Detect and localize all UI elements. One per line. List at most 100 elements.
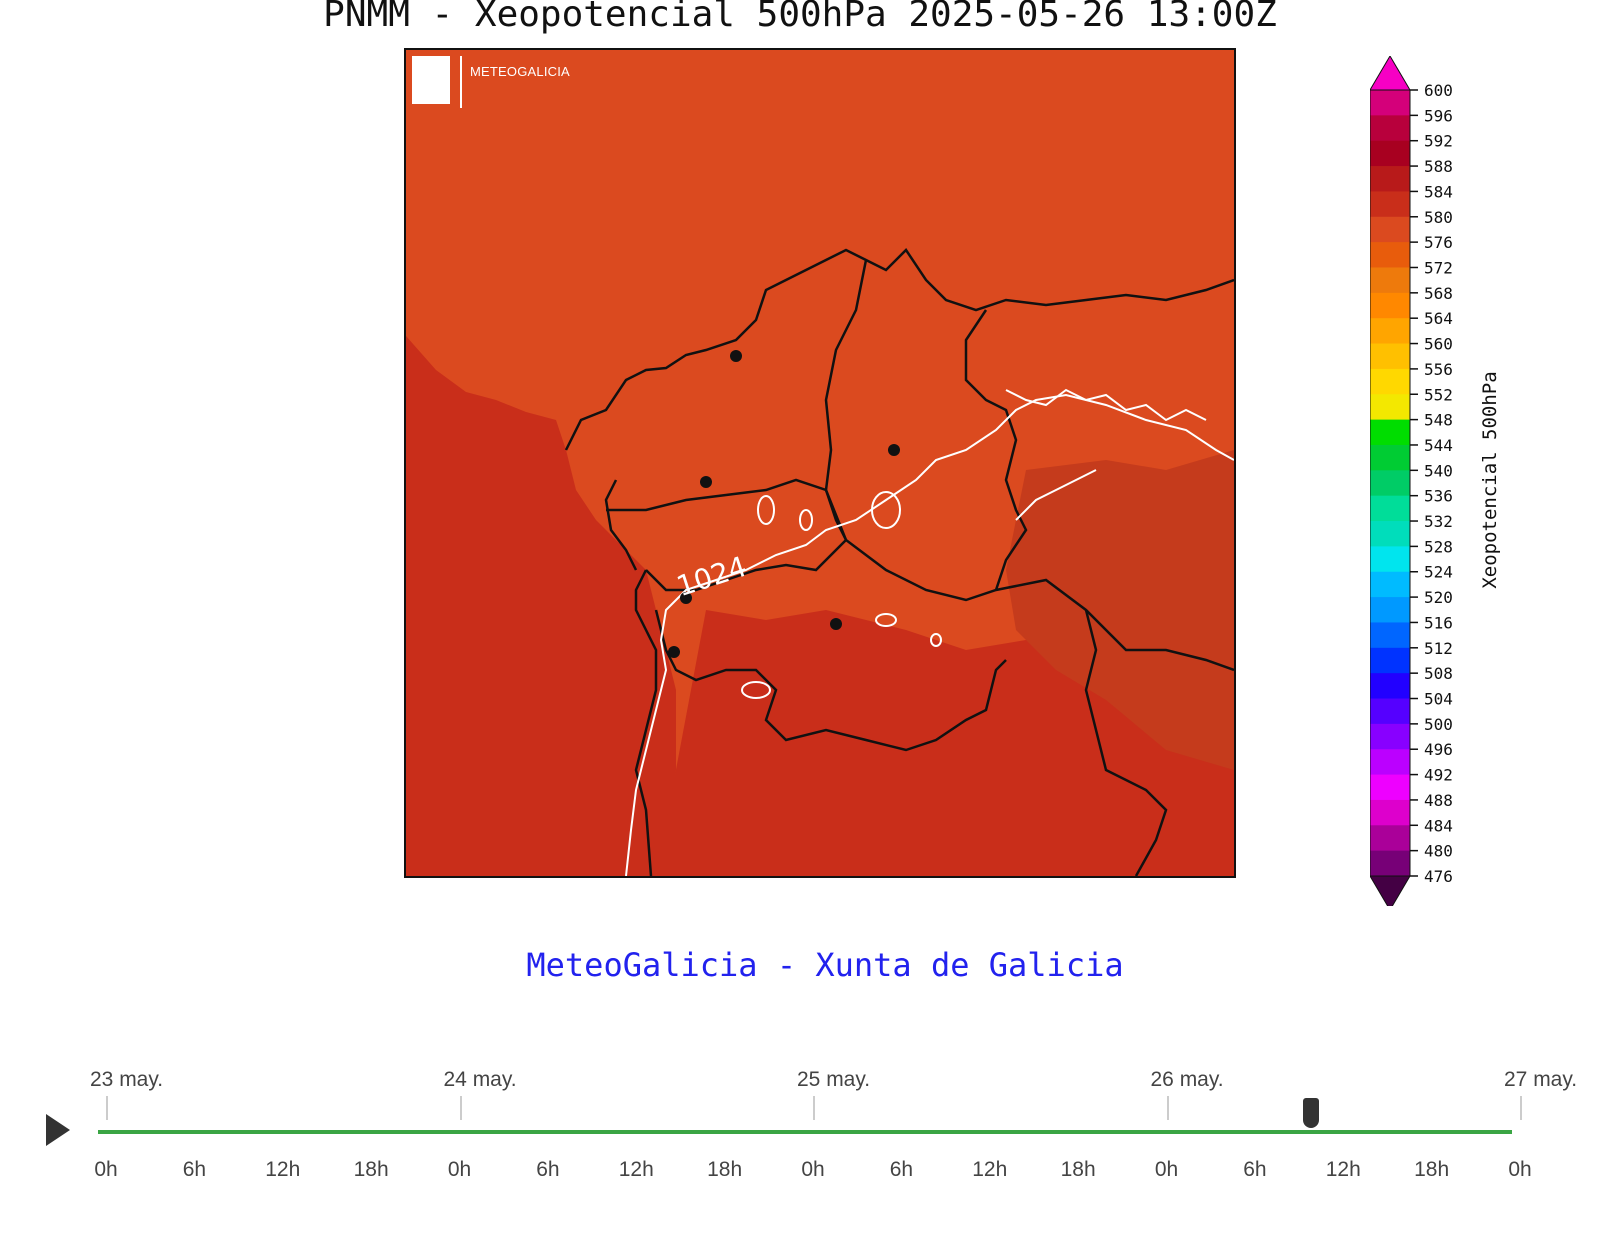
colorbar-swatch <box>1370 140 1410 167</box>
colorbar-tick-label: 588 <box>1424 157 1453 176</box>
colorbar-tick-label: 516 <box>1424 613 1453 632</box>
colorbar-tick-label: 568 <box>1424 284 1453 303</box>
colorbar-swatch <box>1370 90 1410 116</box>
timeline-hour-label: 12h <box>265 1158 301 1181</box>
colorbar-swatch <box>1370 647 1410 674</box>
colorbar-tick-label: 492 <box>1424 766 1453 785</box>
colorbar-swatch <box>1370 698 1410 725</box>
timeline-hour-label: 0h <box>447 1158 472 1181</box>
colorbar-swatch <box>1370 267 1410 294</box>
colorbar-tick-label: 564 <box>1424 309 1453 328</box>
logo-text: METEOGALICIA <box>470 64 570 79</box>
play-button[interactable] <box>46 1114 70 1146</box>
timeline-hour-label: 12h <box>972 1158 1008 1181</box>
colorbar-swatch <box>1370 470 1410 497</box>
colorbar-tick-label: 592 <box>1424 132 1453 151</box>
timeline-hour-label: 0h <box>1508 1158 1532 1181</box>
colorbar-tick-label: 524 <box>1424 563 1453 582</box>
colorbar-swatch <box>1370 673 1410 700</box>
colorbar-tick-label: 512 <box>1424 639 1453 658</box>
map-canvas <box>406 248 1234 876</box>
timeline-day-label: 24 may. <box>443 1068 517 1091</box>
timeline-day-label: 26 may. <box>1150 1068 1224 1091</box>
colorbar-swatch <box>1370 571 1410 598</box>
colorbar-tick-label: 584 <box>1424 182 1453 201</box>
colorbar-tick-label: 560 <box>1424 335 1453 354</box>
timeline-progress <box>98 1130 1512 1134</box>
colorbar-tick-label: 576 <box>1424 233 1453 252</box>
colorbar-tick-label: 480 <box>1424 842 1453 861</box>
colorbar-swatch <box>1370 216 1410 243</box>
colorbar-swatch <box>1370 799 1410 826</box>
colorbar-tick-label: 500 <box>1424 715 1453 734</box>
colorbar-swatch <box>1370 191 1410 218</box>
colorbar-tick-label: 476 <box>1424 867 1453 886</box>
colorbar-swatch <box>1370 521 1410 547</box>
colorbar-tick-label: 548 <box>1424 411 1453 430</box>
colorbar-swatch <box>1370 419 1410 446</box>
colorbar-swatch <box>1370 495 1410 522</box>
colorbar-swatch <box>1370 444 1410 471</box>
timeline-day-tick <box>1166 1096 1169 1120</box>
colorbar-swatch <box>1370 368 1410 395</box>
colorbar-tick-label: 556 <box>1424 360 1453 379</box>
colorbar-tick-label: 532 <box>1424 512 1453 531</box>
timeline-hour-label: 18h <box>1060 1158 1096 1181</box>
timeline-hour-label: 0h <box>1154 1158 1179 1181</box>
colorbar-swatch <box>1370 622 1410 649</box>
colorbar: 600 596 592 588 584 580 576 572 568 564 560 556 552 5… <box>1370 56 1453 906</box>
colorbar-swatch <box>1370 546 1410 573</box>
colorbar-tick-label: 552 <box>1424 385 1453 404</box>
colorbar-swatch <box>1370 242 1410 268</box>
colorbar-swatch <box>1370 318 1410 345</box>
timeline-hour-label: 12h <box>618 1158 654 1181</box>
colorbar-tick-label: 544 <box>1424 436 1453 455</box>
timeline-day-tick <box>459 1096 462 1120</box>
timeline-day-tick <box>1520 1096 1522 1120</box>
city-markers <box>668 350 900 658</box>
colorbar-tick-label: 600 <box>1424 81 1453 100</box>
map-title: PNMM - Xeopotencial 500hPa 2025-05-26 13… <box>323 0 1277 35</box>
colorbar-tick-label: 484 <box>1424 816 1453 835</box>
colorbar-swatch <box>1370 749 1410 776</box>
timeline-hour-label: 6h <box>182 1158 207 1181</box>
timeline-day-tick <box>106 1096 108 1120</box>
timeline-day-label: 27 may. <box>1504 1068 1578 1091</box>
timeline-handle[interactable] <box>1302 1098 1319 1128</box>
colorbar-tick-label: 504 <box>1424 690 1453 709</box>
colorbar-tick-label: 540 <box>1424 461 1453 480</box>
timeline-hour-label: 6h <box>889 1158 914 1181</box>
footer-credit: MeteoGalicia - Xunta de Galicia <box>526 946 1124 984</box>
timeline-hour-label: 6h <box>1243 1158 1267 1181</box>
colorbar-swatch <box>1370 850 1410 877</box>
map-panel: 1024 METEOGALICIA <box>404 48 1236 878</box>
timeline-hour-label: 0h <box>94 1158 118 1181</box>
colorbar-tick-label: 520 <box>1424 588 1453 607</box>
colorbar-swatch <box>1370 597 1410 623</box>
timeline-day-tick <box>813 1096 815 1120</box>
colorbar-extend-min <box>1370 875 1411 906</box>
meteogalicia-logo: METEOGALICIA <box>412 56 572 108</box>
colorbar-swatch <box>1370 394 1410 421</box>
colorbar-swatch <box>1370 166 1410 192</box>
timeline-hour-label: 18h <box>1414 1158 1450 1181</box>
colorbar-tick-label: 596 <box>1424 106 1453 125</box>
timeline-hour-label: 12h <box>1325 1158 1361 1181</box>
colorbar-tick-label: 508 <box>1424 664 1453 683</box>
colorbar-swatch <box>1370 343 1410 370</box>
colorbar-tick-label: 572 <box>1424 258 1453 277</box>
admin-borders <box>564 248 1234 876</box>
coat-of-arms-icon <box>412 56 450 104</box>
isobar-contours <box>625 388 1234 876</box>
timeline-track[interactable] <box>98 1130 1512 1134</box>
colorbar-swatch <box>1370 825 1410 852</box>
sea-field <box>406 336 676 876</box>
colorbar-tick-label: 580 <box>1424 208 1453 227</box>
timeline-hour-label: 6h <box>536 1158 560 1181</box>
colorbar-tick-label: 496 <box>1424 740 1453 759</box>
colorbar-tick-label: 536 <box>1424 487 1453 506</box>
timeline-hour-label: 18h <box>707 1158 743 1181</box>
timeline-hour-label: 0h <box>801 1158 825 1181</box>
timeline-hour-label: 18h <box>353 1158 389 1181</box>
east-field <box>1006 450 1234 770</box>
